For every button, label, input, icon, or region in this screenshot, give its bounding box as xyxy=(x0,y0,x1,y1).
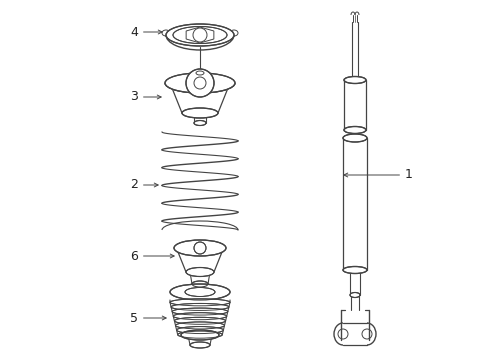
Ellipse shape xyxy=(190,342,209,348)
Ellipse shape xyxy=(164,73,235,93)
Ellipse shape xyxy=(342,266,366,274)
Ellipse shape xyxy=(171,303,228,310)
Ellipse shape xyxy=(192,281,207,287)
Text: 1: 1 xyxy=(343,168,412,181)
Ellipse shape xyxy=(174,240,225,256)
Ellipse shape xyxy=(170,299,229,306)
Text: 3: 3 xyxy=(130,90,161,104)
Text: 6: 6 xyxy=(130,249,174,262)
Ellipse shape xyxy=(177,331,222,338)
Ellipse shape xyxy=(343,77,365,84)
Ellipse shape xyxy=(170,284,229,300)
Ellipse shape xyxy=(165,24,234,46)
Ellipse shape xyxy=(182,108,218,118)
Ellipse shape xyxy=(174,317,225,324)
Ellipse shape xyxy=(185,267,214,276)
Text: 5: 5 xyxy=(130,311,166,324)
Ellipse shape xyxy=(175,322,224,329)
Text: 2: 2 xyxy=(130,179,158,192)
Ellipse shape xyxy=(196,71,203,75)
Ellipse shape xyxy=(194,121,205,126)
Ellipse shape xyxy=(172,308,227,315)
Ellipse shape xyxy=(184,288,215,297)
Ellipse shape xyxy=(173,313,226,320)
Circle shape xyxy=(194,242,205,254)
Ellipse shape xyxy=(181,330,219,340)
Ellipse shape xyxy=(173,27,226,44)
Circle shape xyxy=(185,69,214,97)
Ellipse shape xyxy=(349,292,359,297)
Text: 4: 4 xyxy=(130,26,162,39)
Ellipse shape xyxy=(342,134,366,142)
Ellipse shape xyxy=(343,126,365,134)
Ellipse shape xyxy=(176,327,223,334)
